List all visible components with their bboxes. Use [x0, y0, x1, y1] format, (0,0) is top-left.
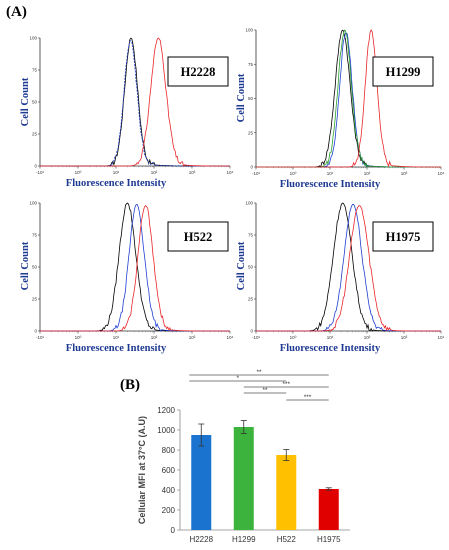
x-tick-label: 10¹ — [327, 171, 334, 176]
significance-label: *** — [282, 381, 290, 388]
x-tick-label: 10² — [364, 335, 371, 340]
significance-label: * — [236, 375, 239, 382]
sample-label-box — [372, 221, 434, 252]
bar-y-tick-label: 1000 — [157, 426, 175, 435]
sample-label: H522 — [184, 230, 212, 244]
x-tick-label: 10² — [151, 170, 158, 175]
y-axis-title: Cell Count — [20, 77, 31, 126]
x-axis-title: Fluorescence Intensity — [66, 343, 167, 354]
significance-label: ** — [256, 369, 262, 376]
y-axis-title: Cell Count — [236, 73, 247, 122]
y-tick-label: 75 — [248, 233, 254, 238]
x-tick-label: 10⁴ — [227, 335, 234, 340]
y-tick-label: 25 — [32, 132, 38, 137]
histogram-h1975: 0 25 50 75 100 -10¹ 10⁰ 10¹ 10² 10³ 10⁴ Cell Count F… — [236, 201, 445, 355]
significance-label: *** — [304, 394, 312, 401]
x-tick-label: 10³ — [401, 335, 408, 340]
bar-y-tick-label: 800 — [162, 446, 176, 455]
bar-y-tick-label: 200 — [162, 506, 176, 515]
y-tick-label: 75 — [248, 62, 254, 67]
x-tick-label: 10⁰ — [75, 170, 82, 175]
y-axis-title: Cell Count — [236, 241, 247, 290]
bar-h1975 — [318, 489, 339, 530]
category-label: H522 — [277, 535, 297, 544]
histogram-h1299: 0 25 50 75 100 -10¹ 10⁰ 10¹ 10² 10³ 10⁴ Cell Count F… — [236, 28, 445, 191]
bar-h2228 — [191, 435, 212, 530]
y-axis-title: Cell Count — [20, 241, 31, 290]
x-axis-title: Fluorescence Intensity — [280, 343, 381, 354]
sample-label: H2228 — [181, 65, 216, 79]
histogram-series-line — [256, 29, 441, 168]
category-label: H2228 — [189, 535, 213, 544]
sample-label-box — [167, 56, 229, 87]
histogram-series-line — [256, 29, 441, 168]
y-tick-label: 0 — [34, 329, 37, 334]
y-tick-label: 50 — [32, 100, 38, 105]
x-tick-label: 10⁴ — [438, 171, 445, 176]
x-tick-label: 10³ — [189, 170, 196, 175]
x-axis-title: Fluorescence Intensity — [66, 178, 167, 189]
bar-y-tick-label: 600 — [162, 466, 176, 475]
y-tick-label: 25 — [32, 297, 38, 302]
x-tick-label: 10⁰ — [290, 335, 297, 340]
sample-label-box — [372, 56, 434, 87]
histogram-series-line — [256, 205, 441, 332]
x-tick-label: 10⁴ — [438, 335, 445, 340]
histogram-h522: 0 25 50 75 100 -10¹ 10⁰ 10¹ 10² 10³ 10⁴ Cell Count F… — [20, 201, 234, 355]
y-tick-label: 25 — [248, 297, 254, 302]
sample-label-box — [167, 221, 229, 252]
y-tick-label: 100 — [29, 201, 37, 206]
category-label: H1975 — [317, 535, 341, 544]
significance-label: ** — [262, 387, 268, 394]
x-tick-label: 10¹ — [113, 170, 120, 175]
histogram-series-line — [40, 40, 230, 167]
bar-chart-mfi: 0 200 400 600 800 1000 1200 H2228 H1299 H522 H1975… — [137, 369, 350, 544]
y-tick-label: 0 — [250, 329, 253, 334]
x-tick-label: 10² — [364, 171, 371, 176]
x-tick-label: 10⁴ — [227, 170, 234, 175]
sample-label: H1299 — [386, 65, 421, 79]
y-tick-label: 50 — [32, 265, 38, 270]
histogram-series-line — [40, 37, 230, 167]
histogram-h2228: 0 25 50 75 100 -10¹ 10⁰ 10¹ 10² 10³ 10⁴ Cell Count F… — [20, 36, 234, 190]
y-tick-label: 100 — [245, 28, 253, 33]
histogram-series-line — [40, 204, 230, 332]
y-tick-label: 100 — [245, 201, 253, 206]
x-tick-label: 10⁰ — [290, 171, 297, 176]
x-tick-label: 10⁰ — [75, 335, 82, 340]
x-tick-label: -10¹ — [252, 171, 261, 176]
x-tick-label: -10¹ — [252, 335, 261, 340]
bar-y-tick-label: 400 — [162, 486, 176, 495]
bar-y-tick-label: 1200 — [157, 406, 175, 415]
panel-b-label: (B) — [120, 377, 140, 393]
bar-h522 — [276, 455, 297, 530]
bar-h1299 — [233, 427, 254, 530]
x-tick-label: 10² — [151, 335, 158, 340]
bar-y-axis-title: Cellular MFI at 37°C (A.U) — [137, 416, 147, 524]
x-tick-label: 10¹ — [113, 335, 120, 340]
y-tick-label: 100 — [29, 36, 37, 41]
x-tick-label: 10¹ — [327, 335, 334, 340]
x-tick-label: -10¹ — [36, 170, 45, 175]
x-tick-label: 10³ — [401, 171, 408, 176]
y-tick-label: 50 — [248, 96, 254, 101]
y-tick-label: 0 — [34, 164, 37, 169]
x-tick-label: -10¹ — [36, 335, 45, 340]
y-tick-label: 75 — [32, 233, 38, 238]
bar-y-tick-label: 0 — [171, 526, 176, 535]
y-tick-label: 50 — [248, 265, 254, 270]
y-tick-label: 0 — [250, 165, 253, 170]
x-tick-label: 10³ — [189, 335, 196, 340]
y-tick-label: 75 — [32, 68, 38, 73]
sample-label: H1975 — [386, 230, 421, 244]
panel-a-label: (A) — [6, 4, 27, 20]
y-tick-label: 25 — [248, 130, 254, 135]
category-label: H1299 — [232, 535, 256, 544]
x-axis-title: Fluorescence Intensity — [280, 179, 381, 190]
